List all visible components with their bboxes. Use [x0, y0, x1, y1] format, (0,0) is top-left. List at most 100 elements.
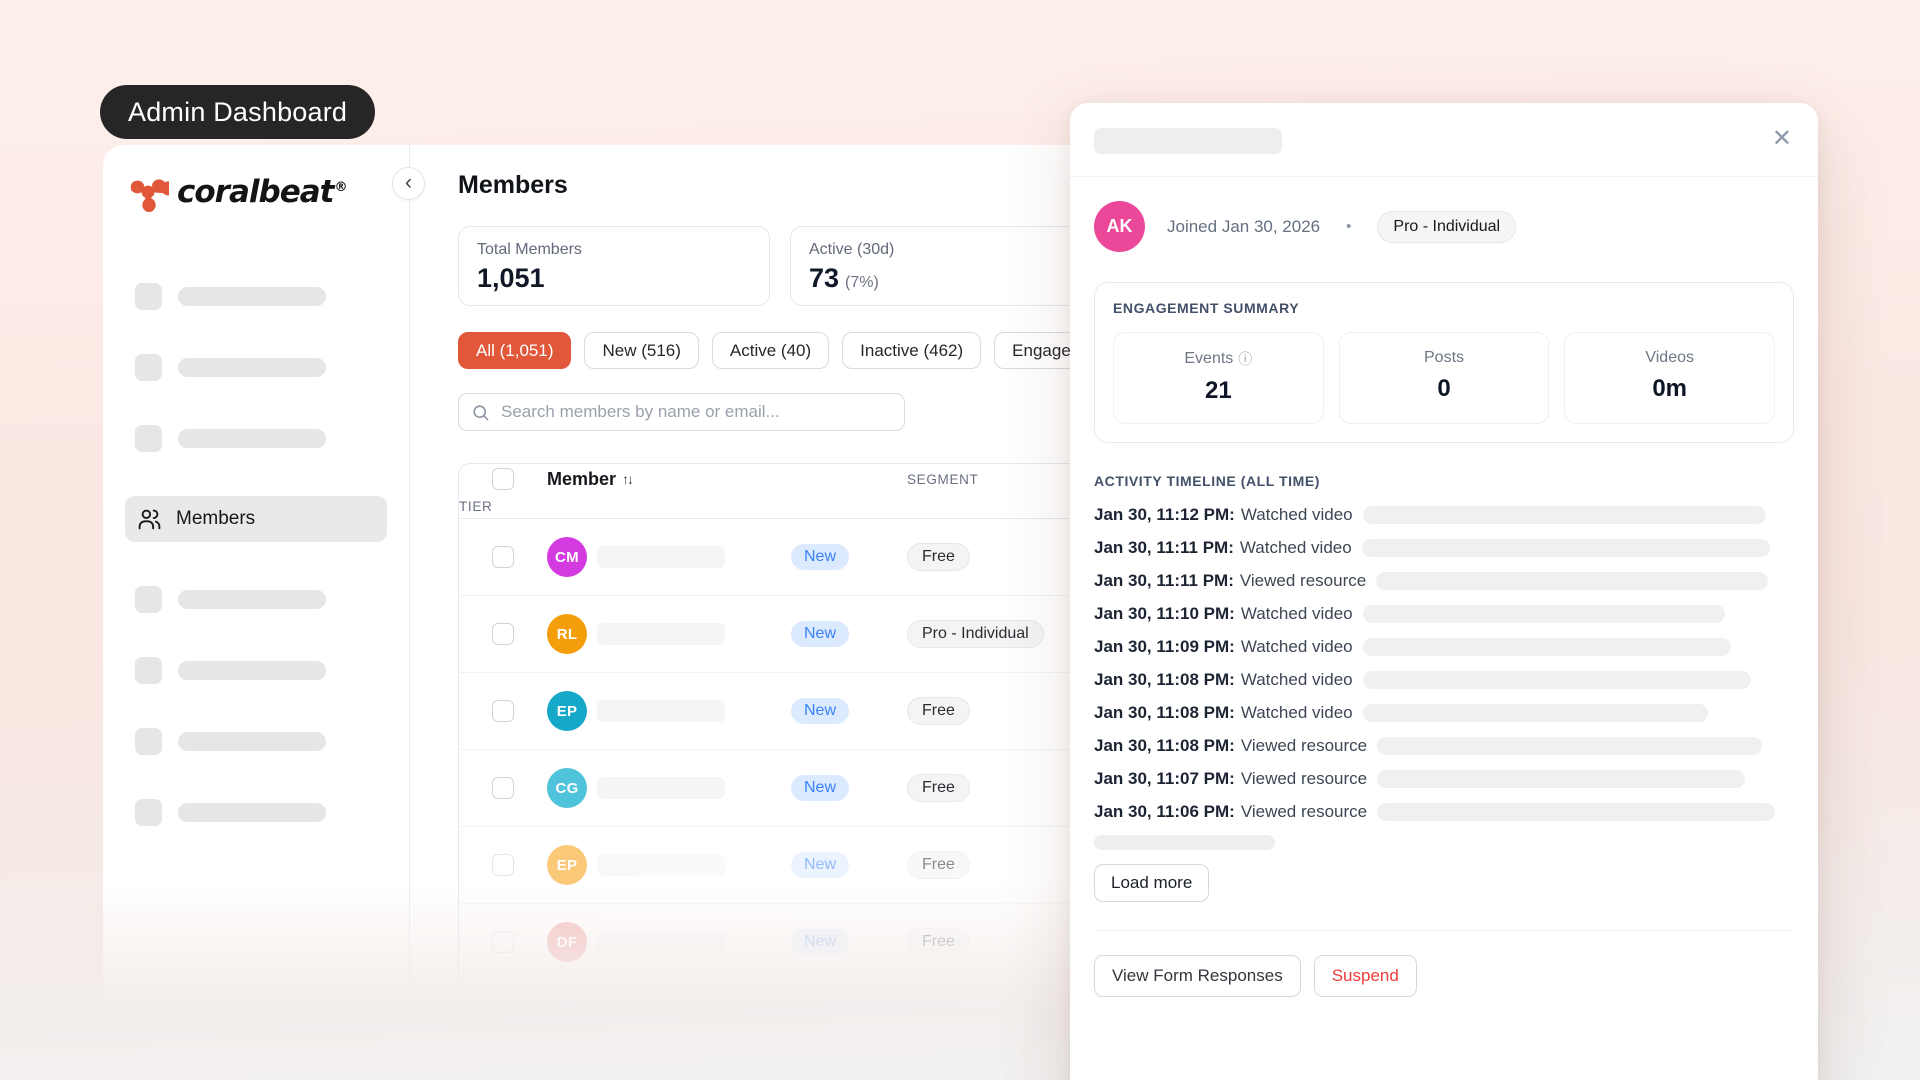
- member-avatar: RL: [547, 614, 587, 654]
- suspend-button[interactable]: Suspend: [1313, 955, 1417, 997]
- admin-dashboard-badge-label: Admin Dashboard: [128, 96, 348, 127]
- modal-footer: View Form Responses Suspend: [1094, 930, 1794, 997]
- segment-badge: New: [791, 929, 850, 955]
- activity-timeline-heading: ACTIVITY TIMELINE (ALL TIME): [1094, 473, 1320, 489]
- timeline-entry: Jan 30, 11:06 PM: Viewed resource: [1094, 802, 1794, 822]
- filter-chip[interactable]: Inactive (462): [842, 332, 982, 369]
- tier-badge: Free: [907, 543, 970, 571]
- timeline-detail-skeleton: [1362, 704, 1708, 722]
- timeline-action: Viewed resource: [1239, 571, 1367, 590]
- row-checkbox[interactable]: [492, 623, 514, 645]
- engagement-stat-label: Videos: [1645, 349, 1694, 366]
- row-checkbox[interactable]: [492, 931, 514, 953]
- sidebar-skeleton-item: [125, 354, 387, 381]
- segment-badge: New: [791, 1006, 850, 1020]
- stat-card: Active (30d) 73 (7%): [790, 226, 1102, 306]
- filter-chip[interactable]: All (1,051): [458, 332, 572, 369]
- stat-label: Total Members: [477, 241, 582, 258]
- table-row[interactable]: RL New Pro - Individual: [459, 596, 1397, 673]
- timeline-detail-skeleton: [1377, 803, 1776, 821]
- joined-date: Joined Jan 30, 2026: [1167, 216, 1321, 236]
- sidebar-skeleton-group-bottom: [125, 586, 387, 826]
- segment-badge: New: [791, 621, 850, 647]
- timeline-timestamp: Jan 30, 11:09 PM:: [1094, 637, 1235, 656]
- sort-icon: ↑↓: [622, 471, 634, 488]
- skeleton-label: [178, 429, 326, 448]
- row-checkbox[interactable]: [492, 1008, 514, 1020]
- row-checkbox[interactable]: [492, 854, 514, 876]
- info-icon: ⓘ: [1238, 351, 1253, 367]
- search-wrap: [458, 393, 905, 431]
- skeleton-icon: [135, 425, 162, 452]
- table-row[interactable]: EP New Free: [459, 827, 1397, 904]
- sidebar-collapse-button[interactable]: ‹: [392, 167, 425, 200]
- stat-label: Active (30d): [809, 241, 895, 258]
- table-row[interactable]: CM New Free: [459, 519, 1397, 596]
- timeline-entry: Jan 30, 11:09 PM: Watched video: [1094, 637, 1794, 657]
- bullet-separator: •: [1346, 218, 1352, 235]
- registered-mark: ®: [334, 179, 347, 195]
- view-form-responses-button[interactable]: View Form Responses: [1094, 955, 1301, 997]
- skeleton-label: [178, 287, 326, 306]
- sidebar-item-members[interactable]: Members: [125, 496, 387, 542]
- member-tier-badge: Pro - Individual: [1377, 210, 1517, 243]
- table-row[interactable]: CG New Free: [459, 750, 1397, 827]
- member-detail-modal: ✕ AK Joined Jan 30, 2026 • Pro - Individ…: [1070, 103, 1818, 1080]
- table-row[interactable]: WS New Free: [459, 981, 1397, 1020]
- tier-badge: Free: [907, 697, 970, 725]
- timeline-entry: Jan 30, 11:07 PM: Viewed resource: [1094, 769, 1794, 789]
- sidebar-item-members-label: Members: [176, 508, 256, 529]
- sidebar-nav: Members: [125, 255, 387, 826]
- timeline-entry: Jan 30, 11:12 PM: Watched video: [1094, 505, 1794, 525]
- engagement-summary-card: ENGAGEMENT SUMMARY Events ⓘ 21 Posts 0 Video…: [1094, 282, 1794, 443]
- engagement-stats-grid: Events ⓘ 21 Posts 0 Videos 0m: [1113, 332, 1776, 424]
- tier-badge: Pro - Individual: [907, 620, 1044, 648]
- column-member[interactable]: Member ↑↓: [547, 468, 634, 489]
- row-checkbox[interactable]: [492, 546, 514, 568]
- table-row[interactable]: DF New Free: [459, 904, 1397, 981]
- skeleton-label: [178, 803, 326, 822]
- skeleton-icon: [135, 657, 162, 684]
- timeline-timestamp: Jan 30, 11:07 PM:: [1094, 769, 1235, 788]
- timeline-action: Watched video: [1240, 637, 1353, 656]
- timeline-entry: Jan 30, 11:11 PM: Viewed resource: [1094, 571, 1794, 591]
- segment-badge: New: [791, 544, 850, 570]
- filter-chip[interactable]: Active (40): [711, 332, 830, 369]
- search-input[interactable]: [458, 393, 905, 431]
- engagement-stat-value: 21: [1204, 377, 1232, 404]
- member-avatar: WS: [547, 999, 587, 1020]
- column-segment: SEGMENT: [907, 471, 979, 487]
- skeleton-icon: [135, 354, 162, 381]
- tier-badge: Free: [907, 1005, 970, 1020]
- modal-header: ✕: [1070, 103, 1818, 177]
- member-avatar: EP: [547, 691, 587, 731]
- table-row[interactable]: EP New Free: [459, 673, 1397, 750]
- timeline-timestamp: Jan 30, 11:11 PM:: [1094, 571, 1234, 590]
- member-avatar: DF: [547, 922, 587, 962]
- tier-badge: Free: [907, 774, 970, 802]
- timeline-detail-skeleton: [1361, 539, 1770, 557]
- skeleton-label: [178, 661, 326, 680]
- column-tier: TIER: [459, 498, 493, 514]
- row-checkbox[interactable]: [492, 777, 514, 799]
- member-name-skeleton: [597, 700, 725, 722]
- filter-chip[interactable]: New (516): [584, 332, 699, 369]
- table-header-row: Member ↑↓ SEGMENT TIER: [459, 464, 1397, 519]
- timeline-action: Watched video: [1240, 670, 1353, 689]
- stat-value: 73 (7%): [809, 263, 879, 293]
- timeline-entry: Jan 30, 11:08 PM: Viewed resource: [1094, 736, 1794, 756]
- load-more-button[interactable]: Load more: [1094, 864, 1210, 902]
- engagement-stat-card: Videos 0m: [1564, 332, 1776, 424]
- skeleton-icon: [135, 283, 162, 310]
- sidebar-skeleton-group-top: [125, 283, 387, 452]
- timeline-timestamp: Jan 30, 11:11 PM:: [1094, 538, 1234, 557]
- member-avatar: CG: [547, 768, 587, 808]
- brand-name: coralbeat®: [177, 174, 347, 210]
- close-button[interactable]: ✕: [1772, 127, 1792, 151]
- timeline-entry: Jan 30, 11:08 PM: Watched video: [1094, 703, 1794, 723]
- select-all-checkbox[interactable]: [492, 468, 514, 491]
- stat-suffix: (7%): [845, 274, 879, 291]
- engagement-stat-value: 0: [1437, 375, 1451, 402]
- row-checkbox[interactable]: [492, 700, 514, 722]
- sidebar-skeleton-item: [125, 425, 387, 452]
